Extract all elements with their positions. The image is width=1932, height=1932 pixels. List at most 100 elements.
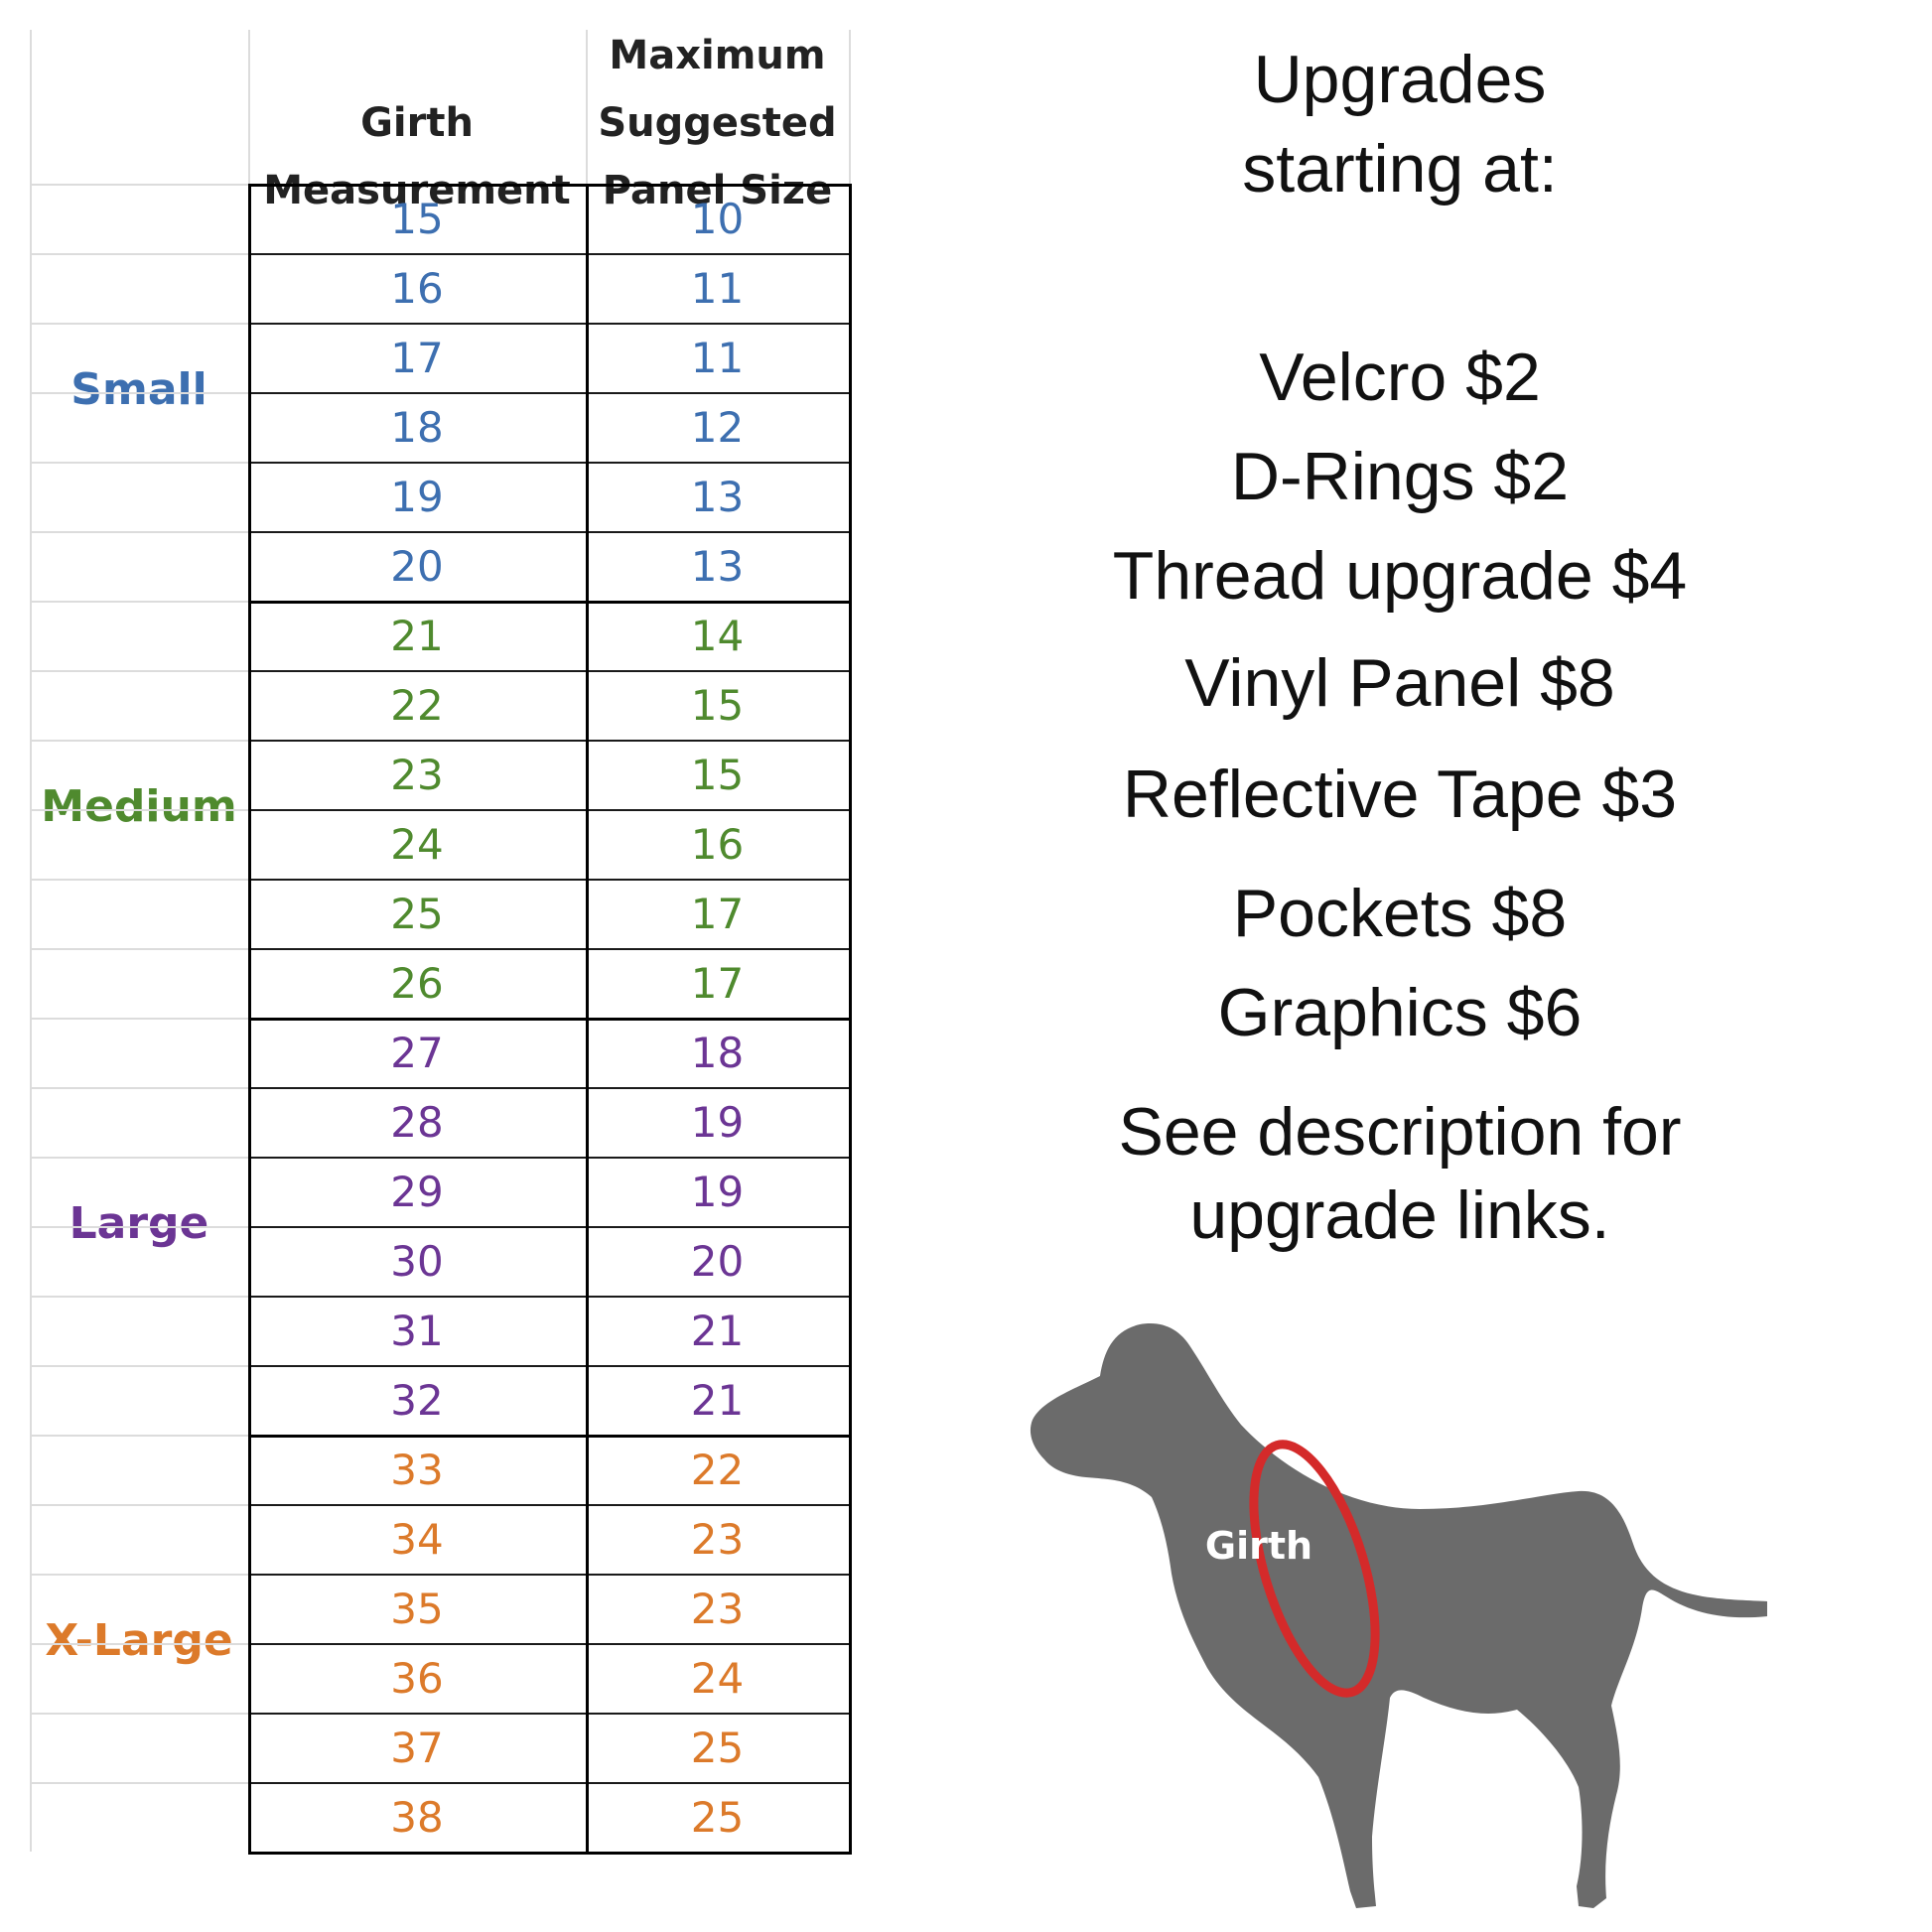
label-grid-line bbox=[30, 1782, 248, 1784]
upgrade-item-graphics: Graphics $6 bbox=[1217, 975, 1583, 1050]
panel-size-cell: 11 bbox=[690, 333, 745, 382]
panel-size-cell: 19 bbox=[690, 1167, 745, 1216]
label-grid-line bbox=[30, 1435, 248, 1437]
label-grid-line bbox=[30, 740, 248, 742]
panel-size-cell: 25 bbox=[690, 1723, 745, 1772]
group-border bbox=[248, 1018, 849, 1021]
column-border bbox=[586, 184, 589, 1855]
girth-label: Girth bbox=[1205, 1524, 1312, 1568]
label-grid-line bbox=[30, 809, 248, 811]
label-grid-line bbox=[30, 1643, 248, 1645]
girth-cell: 35 bbox=[390, 1584, 444, 1633]
label-grid-line bbox=[30, 879, 248, 881]
group-border bbox=[248, 1435, 849, 1438]
panel-size-cell: 21 bbox=[690, 1375, 745, 1425]
upgrade-item-vinyl-panel: Vinyl Panel $8 bbox=[1184, 645, 1615, 721]
label-grid-line bbox=[30, 670, 248, 672]
upgrade-item-reflective-tape: Reflective Tape $3 bbox=[1122, 757, 1678, 832]
column-border bbox=[248, 184, 251, 1855]
upgrades-note-line1: See description for bbox=[1118, 1094, 1682, 1170]
row-border bbox=[248, 323, 849, 325]
girth-cell: 30 bbox=[390, 1236, 444, 1286]
row-border bbox=[248, 253, 849, 255]
row-border bbox=[248, 392, 849, 394]
row-border bbox=[248, 1226, 849, 1228]
label-grid-line bbox=[30, 601, 248, 603]
label-grid-line bbox=[30, 1504, 248, 1506]
sheet-grid-line bbox=[248, 30, 250, 184]
row-border bbox=[248, 879, 849, 881]
upgrades-heading-line1: Upgrades bbox=[1253, 42, 1547, 117]
panel-size-cell: 13 bbox=[690, 472, 745, 521]
row-border bbox=[248, 1365, 849, 1367]
label-grid-line bbox=[30, 1157, 248, 1159]
upgrades-note-line2: upgrade links. bbox=[1189, 1177, 1610, 1253]
size-label-medium: Medium bbox=[41, 781, 237, 832]
girth-header-line1: Girth bbox=[360, 100, 474, 146]
label-grid-line bbox=[30, 323, 248, 325]
row-border bbox=[248, 1643, 849, 1645]
row-border bbox=[248, 740, 849, 742]
upgrade-item-d-rings: D-Rings $2 bbox=[1230, 439, 1570, 514]
column-border bbox=[849, 184, 852, 1855]
label-grid-line bbox=[30, 184, 248, 186]
panel-size-cell: 25 bbox=[690, 1792, 745, 1842]
panel-header-line3: Panel Size bbox=[602, 168, 833, 213]
panel-size-cell: 15 bbox=[690, 750, 745, 799]
group-border bbox=[248, 184, 849, 187]
panel-size-cell: 10 bbox=[690, 194, 745, 243]
label-grid-line bbox=[30, 1018, 248, 1020]
girth-cell: 38 bbox=[390, 1792, 444, 1842]
girth-cell: 32 bbox=[390, 1375, 444, 1425]
girth-cell: 18 bbox=[390, 402, 444, 452]
row-border bbox=[248, 1157, 849, 1159]
sheet-grid-line bbox=[30, 30, 32, 1852]
table-bottom-border bbox=[248, 1852, 849, 1855]
panel-size-cell: 16 bbox=[690, 819, 745, 869]
panel-size-cell: 23 bbox=[690, 1514, 745, 1564]
panel-size-cell: 17 bbox=[690, 889, 745, 938]
dog-girth-illustration: Girth bbox=[1030, 1323, 1767, 1908]
panel-size-cell: 17 bbox=[690, 958, 745, 1008]
sheet-grid-line bbox=[586, 30, 588, 184]
girth-cell: 25 bbox=[390, 889, 444, 938]
panel-header-line1: Maximum bbox=[609, 33, 826, 78]
row-border bbox=[248, 1296, 849, 1298]
size-label-large: Large bbox=[69, 1198, 209, 1249]
row-border bbox=[248, 462, 849, 464]
label-grid-line bbox=[30, 1574, 248, 1576]
label-grid-line bbox=[30, 1296, 248, 1298]
girth-cell: 21 bbox=[390, 611, 444, 660]
size-label-small: Small bbox=[70, 364, 207, 415]
panel-size-cell: 13 bbox=[690, 541, 745, 591]
upgrade-item-thread: Thread upgrade $4 bbox=[1112, 538, 1688, 614]
panel-size-cell: 11 bbox=[690, 263, 745, 313]
label-grid-line bbox=[30, 1365, 248, 1367]
label-grid-line bbox=[30, 1226, 248, 1228]
label-grid-line bbox=[30, 1087, 248, 1089]
size-chart-table: Girth Measurement Maximum Suggested Pane… bbox=[30, 30, 852, 1916]
panel-header-line2: Suggested bbox=[598, 100, 837, 146]
panel-size-cell: 20 bbox=[690, 1236, 745, 1286]
label-grid-line bbox=[30, 392, 248, 394]
girth-cell: 33 bbox=[390, 1445, 444, 1494]
girth-ring-icon bbox=[1249, 1440, 1380, 1698]
panel-size-cell: 23 bbox=[690, 1584, 745, 1633]
upgrade-item-velcro: Velcro $2 bbox=[1259, 340, 1541, 415]
upgrade-item-pockets: Pockets $8 bbox=[1232, 876, 1568, 951]
label-grid-line bbox=[30, 531, 248, 533]
row-border bbox=[248, 1087, 849, 1089]
row-border bbox=[248, 948, 849, 950]
panel-size-cell: 15 bbox=[690, 680, 745, 730]
row-border bbox=[248, 1574, 849, 1576]
girth-cell: 29 bbox=[390, 1167, 444, 1216]
row-border bbox=[248, 670, 849, 672]
girth-cell: 19 bbox=[390, 472, 444, 521]
panel-size-cell: 22 bbox=[690, 1445, 745, 1494]
girth-cell: 34 bbox=[390, 1514, 444, 1564]
label-grid-line bbox=[30, 462, 248, 464]
panel-size-cell: 19 bbox=[690, 1097, 745, 1147]
row-border bbox=[248, 1713, 849, 1715]
group-border bbox=[248, 601, 849, 604]
label-grid-line bbox=[30, 948, 248, 950]
